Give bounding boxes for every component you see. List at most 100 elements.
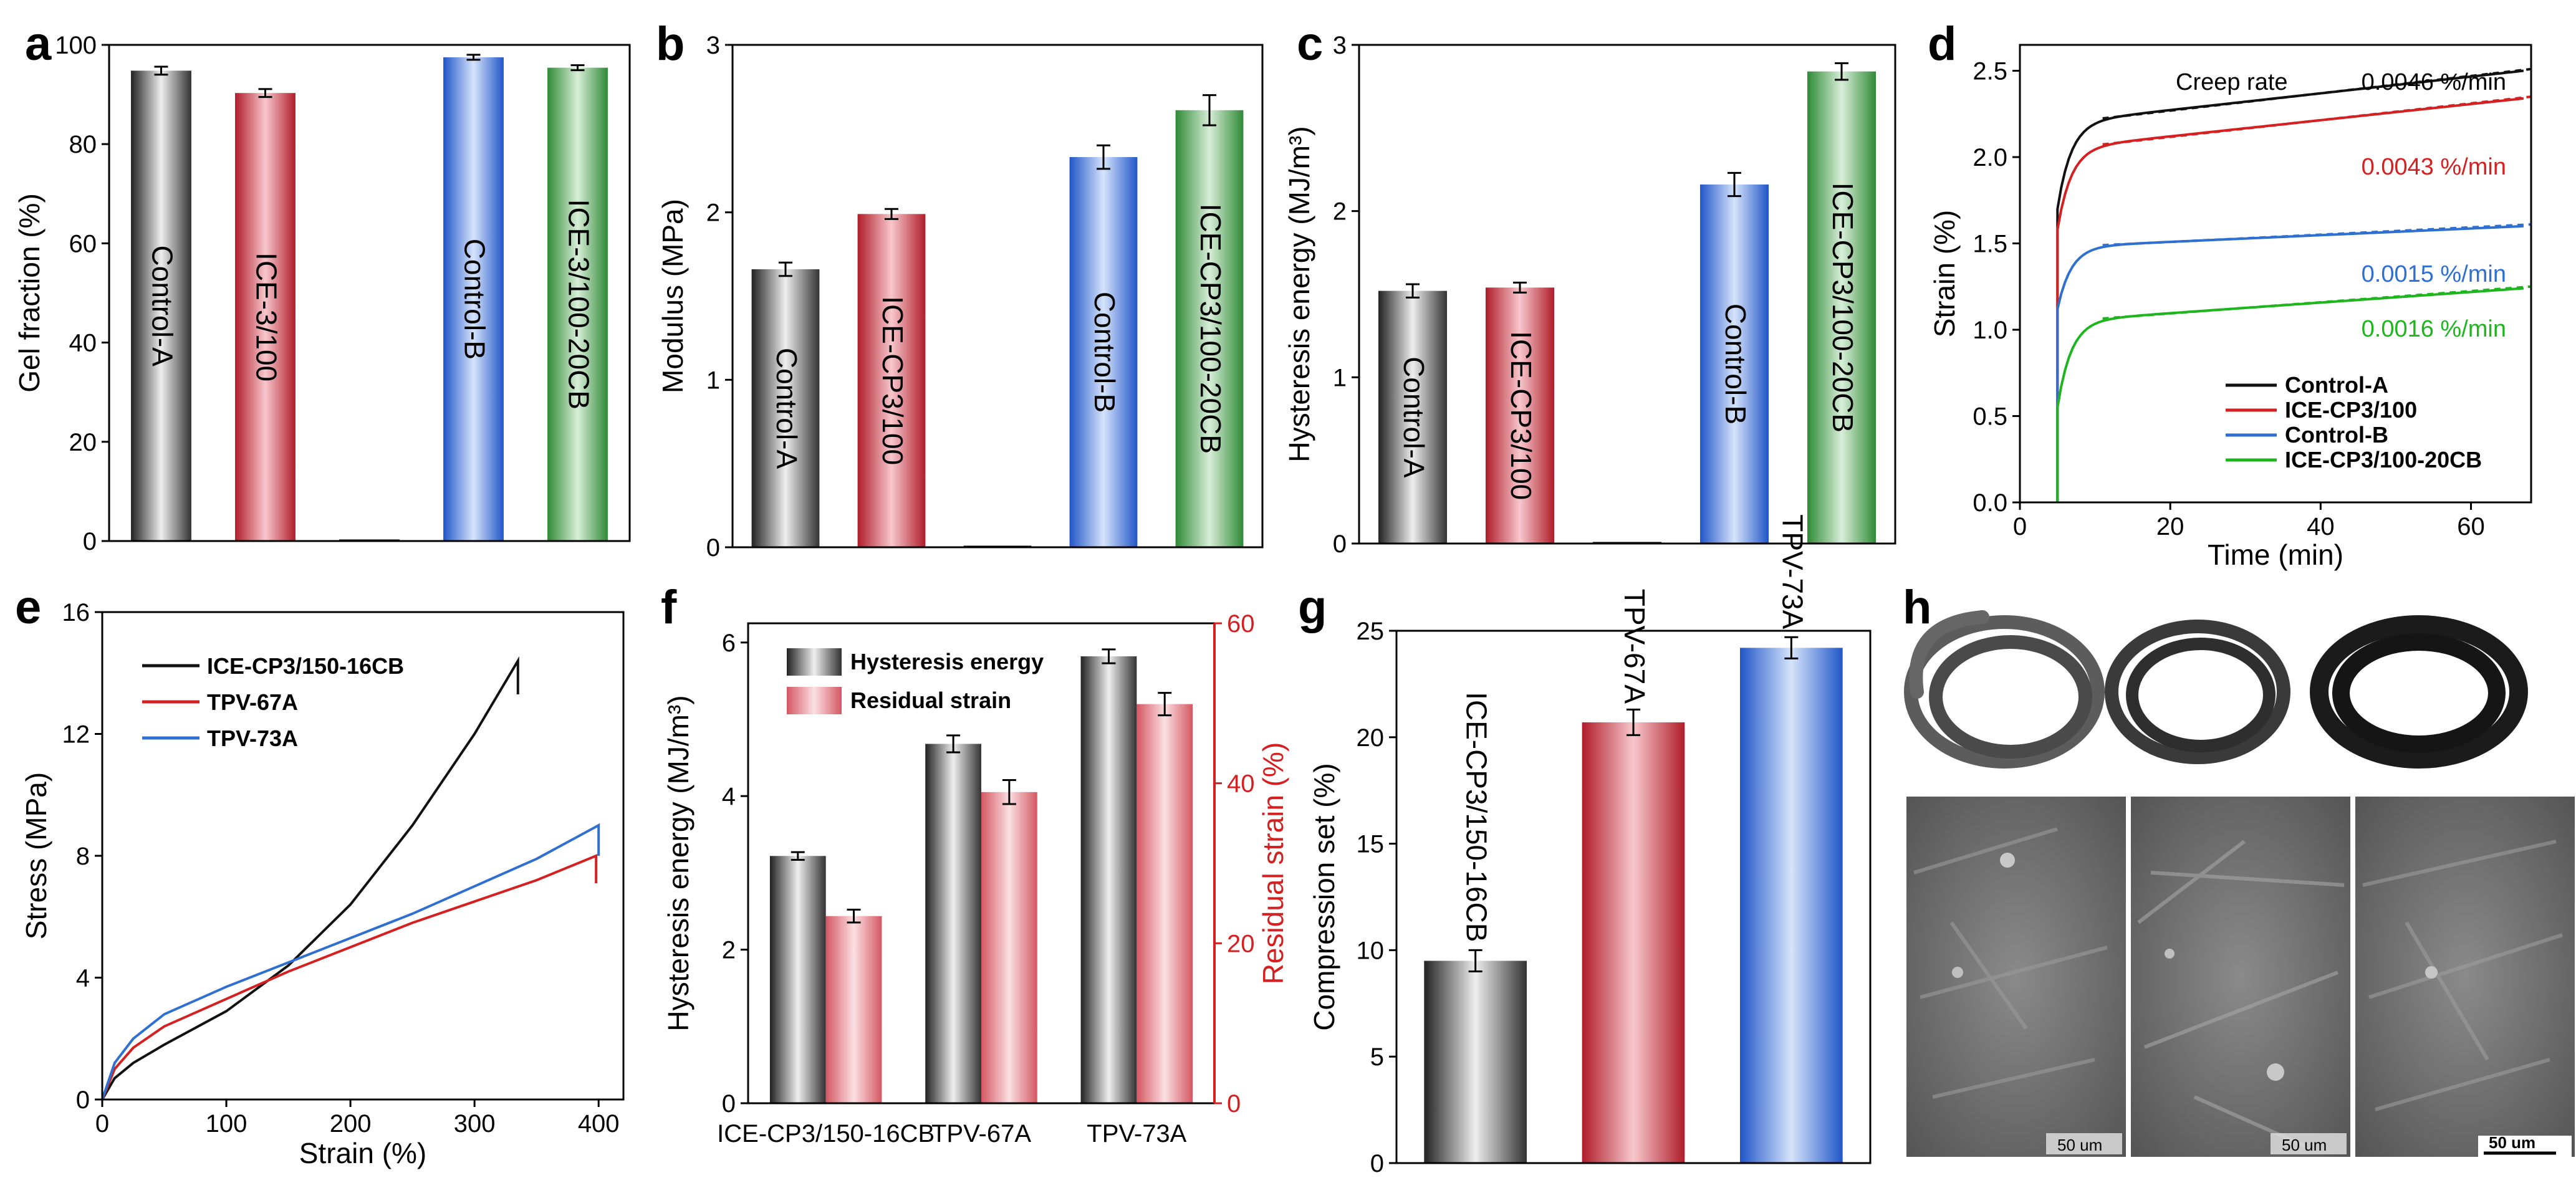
panel-c-ytick-label-2: 2 — [1333, 198, 1347, 226]
panel-e-ytick-label-0: 0 — [76, 1086, 90, 1114]
panel-h-images: 50 um 50 um 50 um — [1904, 610, 2575, 1157]
panel-c-bar-1 — [1485, 287, 1555, 544]
panel-d-creep-title: Creep rate — [2176, 69, 2288, 95]
panel-e-xtick-label-3: 300 — [454, 1110, 496, 1138]
panel-d-fit-line-2 — [2102, 223, 2532, 247]
panel-b-ytick-label-2: 2 — [706, 199, 720, 227]
sem-image-1: 50 um — [1906, 797, 2126, 1157]
panel-a-ytick-label-2: 40 — [69, 330, 97, 357]
panel-letter-a: a — [25, 17, 52, 70]
panel-f-ytick-label-3: 6 — [722, 630, 736, 657]
panel-d-ytick-label-5: 2.5 — [1973, 58, 2007, 85]
panel-a-gel-fraction-chart: Control-A ICE-3/100 Control-B ICE-3/100-20C… — [13, 32, 631, 555]
panel-c-bar-label-4: ICE-CP3/100-20CB — [1827, 183, 1859, 433]
panel-g-ytick-label-3: 15 — [1357, 831, 1385, 858]
panel-d-rate-label-0: 0.0046 %/min — [2362, 69, 2506, 95]
panel-a-bar-label-0: Control-A — [146, 246, 178, 367]
panel-e-legend-label-0: ICE-CP3/150-16CB — [207, 653, 404, 679]
panel-e-xtick-label-1: 100 — [206, 1110, 248, 1138]
panel-letter-h: h — [1903, 581, 1931, 634]
panel-d-legend-label-3: ICE-CP3/100-20CB — [2285, 447, 2482, 472]
coil-photo-2 — [2105, 620, 2290, 764]
panel-g-bar-label-0: ICE-CP3/150-16CB — [1461, 692, 1493, 942]
panel-d-legend-label-1: ICE-CP3/100 — [2285, 397, 2417, 423]
panel-f-bar-hysteresis-0 — [769, 856, 826, 1103]
panel-c-bar-4 — [1807, 71, 1877, 544]
panel-e-ytick-label-2: 8 — [76, 843, 90, 870]
panel-g-compression-set-chart: ICE-CP3/150-16CB TPV-67A TPV-73A 0 5 10 15 20 25… — [1308, 514, 1872, 1177]
panel-f-ylabel: Hysteresis energy (MJ/m³) — [662, 695, 694, 1031]
panel-d-xtick-label-2: 40 — [2307, 513, 2335, 540]
panel-g-ytick-label-2: 10 — [1357, 937, 1385, 964]
panel-d-axes-frame — [2019, 44, 2532, 504]
panel-f-ytick-label-1: 2 — [722, 937, 736, 964]
panel-b-modulus-chart: Control-A ICE-CP3/100 Control-B ICE-CP3/100… — [656, 32, 1264, 562]
panel-b-ytick-label-1: 1 — [706, 367, 720, 394]
panel-a-ylabel: Gel fraction (%) — [13, 193, 46, 393]
panel-c-ytick-label-0: 0 — [1333, 530, 1347, 558]
panel-a-bar-3 — [443, 57, 504, 541]
panel-f-xtick-label-1: TPV-67A — [931, 1120, 1031, 1147]
panel-e-series-0 — [101, 656, 519, 1101]
panel-letter-e: e — [15, 581, 41, 634]
panel-e-ytick-label-4: 16 — [62, 599, 90, 626]
panel-f-y2tick-label-1: 20 — [1227, 930, 1255, 957]
panel-d-ytick-label-2: 1.0 — [1973, 317, 2007, 344]
sem-image-2: 50 um — [2131, 797, 2350, 1157]
panel-b-bar-0 — [751, 269, 820, 547]
panel-a-ytick-label-0: 0 — [83, 528, 97, 555]
scale-bar-label-1: 50 um — [2057, 1136, 2102, 1154]
panel-c-hysteresis-chart: Control-A ICE-CP3/100 Control-B ICE-CP3/100… — [1283, 32, 1896, 558]
panel-d-legend-label-0: Control-A — [2285, 372, 2388, 398]
panel-d-legend-label-2: Control-B — [2285, 422, 2388, 448]
panel-a-bar-label-3: Control-B — [459, 239, 491, 360]
panel-f-xtick-label-0: ICE-CP3/150-16CB — [717, 1120, 935, 1147]
coil-photo-3 — [2310, 615, 2528, 769]
panel-a-ytick-label-3: 60 — [69, 230, 97, 257]
panel-a-bar-label-1: ICE-3/100 — [250, 252, 282, 381]
panel-f-ytick-label-2: 4 — [722, 783, 736, 810]
panel-g-ytick-label-0: 0 — [1370, 1150, 1384, 1177]
panel-g-bar-0 — [1424, 961, 1527, 1163]
panel-g-ytick-label-4: 20 — [1357, 724, 1385, 752]
sem-image-3: 50 um — [2355, 797, 2575, 1157]
panel-f-bar-hysteresis-1 — [925, 744, 981, 1103]
panel-d-rate-label-3: 0.0016 %/min — [2362, 316, 2506, 342]
panel-b-ytick-label-0: 0 — [706, 534, 720, 562]
panel-f-y2tick-label-3: 60 — [1227, 610, 1255, 638]
panel-d-ytick-label-3: 1.5 — [1973, 231, 2007, 258]
panel-d-fit-line-0 — [2102, 67, 2532, 120]
panel-g-ytick-label-5: 25 — [1357, 618, 1385, 645]
panel-f-ytick-label-0: 0 — [722, 1090, 736, 1118]
panel-a-bar-1 — [235, 93, 296, 541]
panel-e-legend-label-1: TPV-67A — [207, 689, 298, 715]
panel-d-fit-line-1 — [2102, 95, 2532, 146]
panel-d-rate-label-2: 0.0015 %/min — [2362, 261, 2506, 287]
panel-e-series-1 — [101, 854, 598, 1100]
panel-f-y2tick-label-2: 40 — [1227, 770, 1255, 798]
panel-f-bar-residual-1 — [981, 792, 1037, 1103]
panel-g-axes-frame — [1395, 630, 1872, 1164]
panel-letter-b: b — [656, 17, 685, 70]
panel-a-bar-label-4: ICE-3/100-20CB — [563, 199, 595, 410]
panel-e-xlabel: Strain (%) — [299, 1137, 426, 1169]
panel-d-xtick-label-3: 60 — [2457, 513, 2485, 540]
panel-c-bar-label-3: Control-B — [1719, 304, 1752, 424]
panel-letter-f: f — [661, 581, 677, 634]
panel-f-legend-label-1: Residual strain — [850, 688, 1011, 713]
panel-f-bar-residual-2 — [1137, 704, 1193, 1103]
panel-letter-d: d — [1928, 17, 1956, 70]
scale-bar-label-3: 50 um — [2489, 1133, 2535, 1152]
panel-letter-g: g — [1298, 581, 1327, 634]
panel-e-xtick-label-0: 0 — [95, 1110, 109, 1138]
panel-g-bar-label-1: TPV-67A — [1618, 589, 1651, 704]
panel-c-axes-frame — [1358, 44, 1896, 545]
panel-b-bar-label-0: Control-A — [771, 348, 803, 469]
panel-d-fit-line-3 — [2102, 285, 2532, 320]
panel-g-ylabel: Compression set (%) — [1308, 763, 1340, 1030]
panel-e-axes-frame — [101, 611, 625, 1101]
panel-b-ytick-label-3: 3 — [706, 32, 720, 59]
